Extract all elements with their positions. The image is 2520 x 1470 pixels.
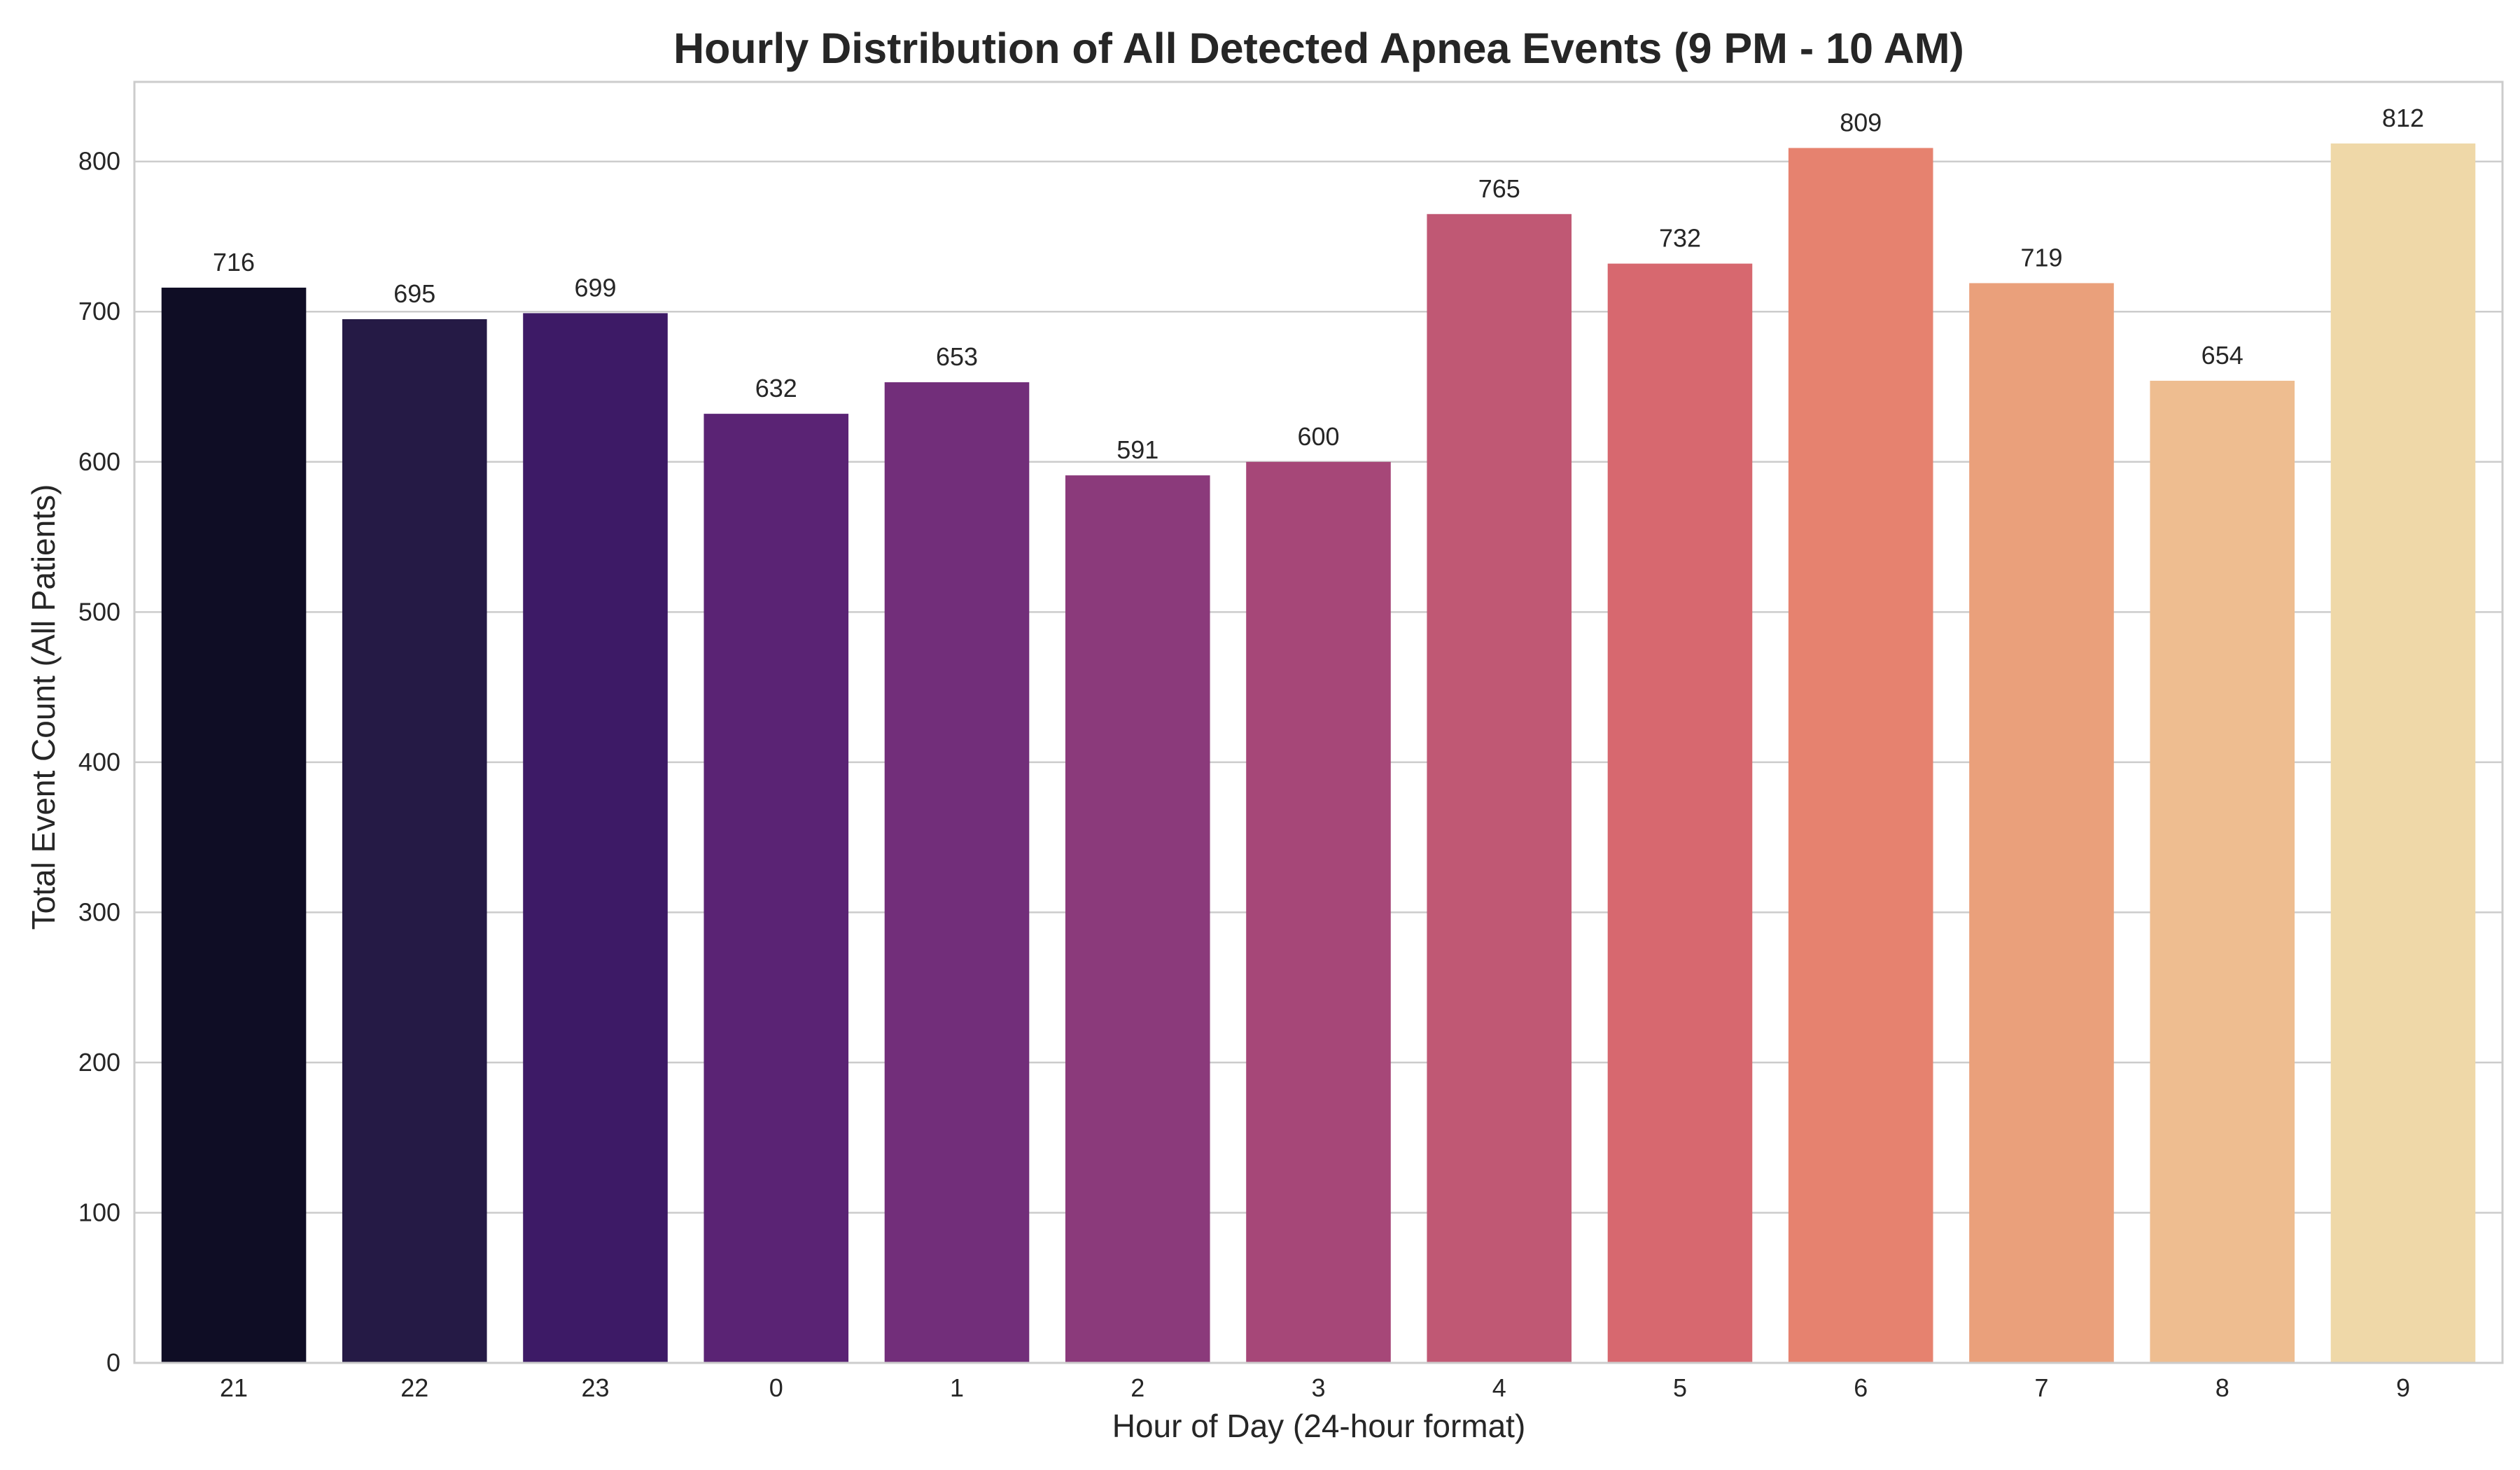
- x-tick-label: 8: [2216, 1373, 2230, 1402]
- bar: [1788, 148, 1933, 1364]
- chart-title: Hourly Distribution of All Detected Apne…: [673, 24, 1964, 72]
- y-tick-label: 400: [78, 748, 120, 776]
- bar-value-label: 695: [393, 279, 435, 308]
- bar: [523, 313, 668, 1364]
- bar: [1427, 214, 1572, 1364]
- x-tick-label: 4: [1492, 1373, 1506, 1402]
- x-axis-ticks: 21 22 23 0 1 2 3 4 5 6 7 8 9: [220, 1373, 2410, 1402]
- x-axis-label: Hour of Day (24-hour format): [1112, 1408, 1526, 1444]
- bars: [161, 143, 2476, 1364]
- bar: [884, 382, 1030, 1363]
- y-axis-ticks: 0 100 200 300 400 500 600 700 800: [78, 147, 120, 1377]
- bar-value-label: 812: [2382, 104, 2424, 132]
- x-tick-label: 3: [1311, 1373, 1325, 1402]
- x-tick-label: 22: [400, 1373, 428, 1402]
- bar-value-label: 716: [213, 248, 255, 276]
- y-tick-label: 300: [78, 897, 120, 926]
- x-tick-label: 1: [950, 1373, 964, 1402]
- bar: [2150, 380, 2295, 1363]
- bar-value-label: 699: [574, 273, 616, 302]
- bar: [161, 287, 307, 1364]
- bar-value-label: 809: [1840, 108, 1882, 136]
- y-tick-label: 500: [78, 597, 120, 626]
- bar-value-label: 732: [1659, 224, 1701, 253]
- x-tick-label: 9: [2396, 1373, 2410, 1402]
- y-tick-label: 800: [78, 147, 120, 176]
- plot-frame: [133, 80, 2504, 1364]
- bar-value-label: 632: [755, 374, 797, 402]
- y-tick-label: 700: [78, 297, 120, 326]
- y-tick-label: 600: [78, 447, 120, 476]
- bar-value-label: 719: [2020, 243, 2062, 272]
- y-tick-label: 100: [78, 1198, 120, 1226]
- y-tick-label: 0: [106, 1348, 120, 1377]
- x-tick-label: 5: [1673, 1373, 1687, 1402]
- x-tick-label: 23: [581, 1373, 609, 1402]
- bar-value-label: 653: [936, 342, 978, 371]
- bar: [342, 318, 487, 1363]
- bar: [1065, 475, 1210, 1364]
- bar-value-labels: 716 695 699 632 653 591 600 765 732 809 719 654 812: [213, 104, 2424, 464]
- bar: [1969, 283, 2114, 1363]
- bar: [1246, 461, 1391, 1363]
- x-tick-label: 6: [1854, 1373, 1868, 1402]
- bar-value-label: 654: [2202, 341, 2244, 370]
- bar-value-label: 765: [1478, 174, 1520, 203]
- bar-value-label: 591: [1116, 435, 1158, 464]
- bar: [704, 414, 849, 1363]
- y-tick-label: 200: [78, 1048, 120, 1077]
- y-axis-label: Total Event Count (All Patients): [25, 484, 62, 930]
- x-tick-label: 7: [2034, 1373, 2048, 1402]
- x-tick-label: 2: [1130, 1373, 1144, 1402]
- bar: [2330, 143, 2476, 1363]
- bar-value-label: 600: [1297, 422, 1339, 451]
- x-tick-label: 21: [220, 1373, 248, 1402]
- x-tick-label: 0: [769, 1373, 783, 1402]
- bar: [1607, 263, 1753, 1363]
